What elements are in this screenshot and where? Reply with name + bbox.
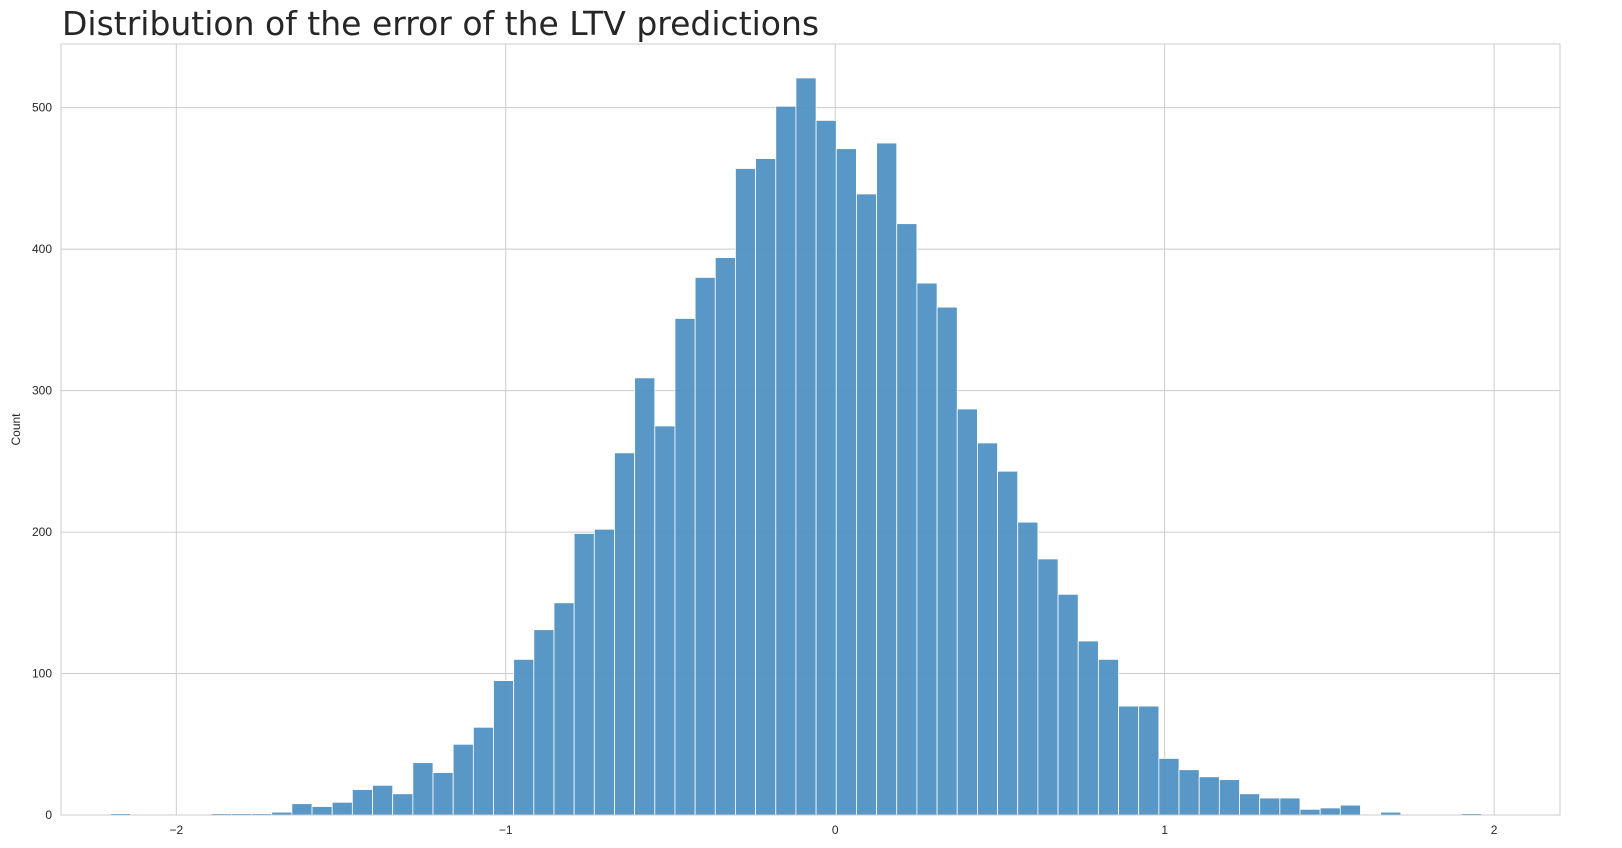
- histogram-bar: [876, 142, 898, 816]
- histogram-bar: [291, 803, 313, 816]
- histogram-bar: [1178, 769, 1200, 816]
- histogram-bar: [432, 772, 454, 816]
- histogram-bar: [614, 452, 636, 816]
- histogram-bar: [735, 168, 757, 816]
- histogram-bar: [452, 743, 474, 816]
- histogram-bar: [956, 408, 978, 816]
- histogram-bar: [1077, 640, 1099, 816]
- histogram-bar: [1057, 593, 1079, 816]
- histogram-bar: [593, 528, 615, 816]
- histogram-bar: [1319, 807, 1341, 816]
- histogram-bar: [1118, 705, 1140, 816]
- histogram-bar: [412, 762, 434, 816]
- histogram-bar: [936, 306, 958, 816]
- histogram-bar: [775, 105, 797, 816]
- histogram-bar: [472, 726, 494, 816]
- histogram-bar: [976, 442, 998, 816]
- histogram-bar: [533, 629, 555, 816]
- y-tick-label: 300: [32, 384, 52, 398]
- histogram-bar: [573, 533, 595, 816]
- histogram-bar: [1299, 808, 1321, 816]
- histogram-bar: [1097, 658, 1119, 816]
- x-tick-label: −1: [499, 823, 513, 837]
- histogram-bar: [654, 425, 676, 816]
- x-tick-label: −2: [169, 823, 183, 837]
- histogram-bar: [1239, 793, 1261, 816]
- x-tick-label: 1: [1161, 823, 1168, 837]
- histogram-bar: [1259, 797, 1281, 816]
- histogram-bar: [392, 793, 414, 816]
- y-tick-labels: 0 100 200 300 400 500: [32, 101, 52, 822]
- histogram-bar: [835, 148, 857, 816]
- histogram-bar: [856, 193, 877, 816]
- histogram-bar: [553, 602, 575, 816]
- y-axis-label: Count: [9, 413, 23, 446]
- histogram-bar: [755, 158, 777, 816]
- histogram-bar: [1339, 804, 1361, 816]
- y-tick-label: 100: [32, 667, 52, 681]
- histogram-bar: [1138, 705, 1160, 816]
- histogram-bar: [1017, 521, 1039, 816]
- histogram-bar: [795, 77, 817, 816]
- histogram-bar: [513, 658, 535, 816]
- plot-frame: [60, 43, 1561, 816]
- y-tick-label: 0: [45, 808, 52, 822]
- histogram-bar: [997, 470, 1019, 816]
- histogram-bar: [815, 119, 837, 816]
- chart-title: Distribution of the error of the LTV pre…: [62, 4, 820, 43]
- histogram-bars: [110, 77, 1482, 816]
- histogram-bar: [694, 277, 716, 816]
- y-tick-label: 200: [32, 525, 52, 539]
- histogram-bar: [331, 801, 353, 816]
- histogram-bar: [1279, 797, 1301, 816]
- histogram-bar: [1158, 758, 1180, 816]
- histogram-bar: [1198, 776, 1220, 816]
- y-tick-label: 500: [32, 101, 52, 115]
- x-tick-label: 2: [1491, 823, 1498, 837]
- histogram-bar: [916, 282, 938, 816]
- histogram-bar: [1218, 779, 1240, 816]
- histogram-bar: [372, 784, 394, 816]
- histogram-bar: [1037, 558, 1059, 816]
- histogram-bar: [634, 377, 656, 816]
- histogram-bar: [896, 223, 918, 816]
- histogram-bar: [493, 680, 515, 816]
- histogram-bar: [674, 318, 696, 816]
- histogram-bar: [714, 257, 736, 816]
- x-tick-label: 0: [832, 823, 839, 837]
- x-tick-labels: −2 −1 0 1 2: [169, 823, 1497, 837]
- histogram-bar: [351, 789, 373, 816]
- histogram-bar: [311, 806, 333, 816]
- y-tick-label: 400: [32, 242, 52, 256]
